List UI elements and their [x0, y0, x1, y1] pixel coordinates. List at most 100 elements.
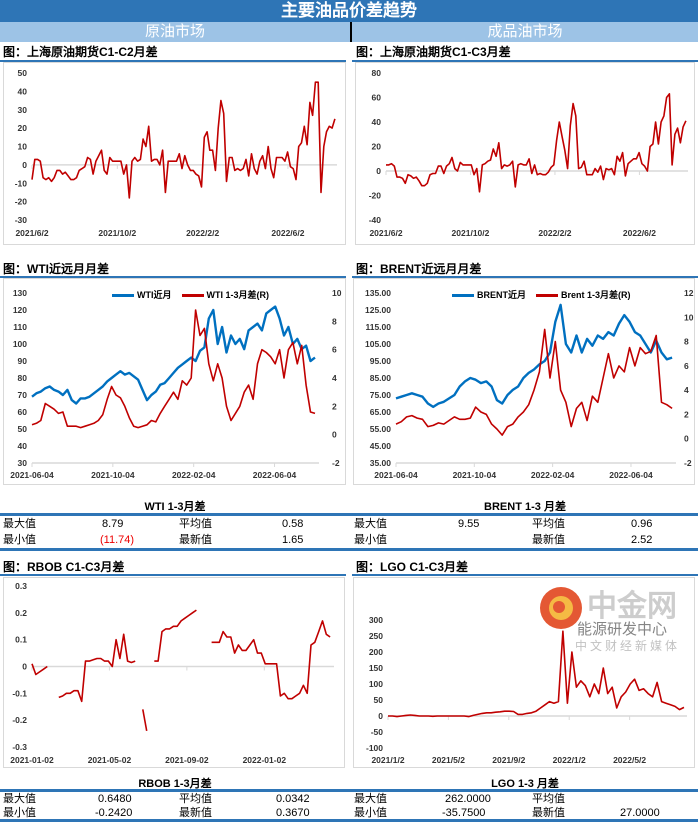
y2-tick-label: 8 — [332, 316, 337, 326]
y-tick-label: 20 — [18, 123, 28, 133]
stat-label: 最小值 — [3, 807, 36, 819]
stat-label: 平均值 — [179, 518, 212, 530]
x-tick-label: 2021/10/2 — [98, 228, 136, 238]
y-tick-label: 100 — [369, 679, 383, 689]
series-line-0 — [386, 92, 687, 193]
y-tick-label: 125.00 — [365, 305, 391, 315]
y-tick-label: 50 — [18, 68, 28, 78]
stat-label: 最新值 — [179, 807, 212, 819]
y-tick-label: 80 — [372, 68, 382, 78]
series-line-0 — [154, 609, 197, 662]
x-tick-label: 2021-06-04 — [374, 470, 418, 480]
stat-value-latest: 27.0000 — [620, 807, 660, 819]
chart-title-lgo: 图：LGO C1-C3月差 — [356, 560, 469, 574]
x-tick-label: 2022-06-04 — [609, 470, 653, 480]
y2-tick-label: 10 — [684, 312, 694, 322]
chart-sc-c1c2: 2021/6/2 2021/10/2 2022/2/2 2022/6/2 -30 -20 -… — [3, 62, 346, 245]
y-tick-label: 0 — [378, 711, 383, 721]
y-tick-label: 20 — [372, 142, 382, 152]
x-tick-label: 2022/2/2 — [186, 228, 219, 238]
y-tick-label: 0 — [22, 662, 27, 672]
divider — [0, 789, 698, 792]
legend-item-wti-front: WTI近月 — [112, 288, 172, 301]
series-line-0 — [58, 633, 136, 703]
chart-svg: 2021-01-02 2021-05-02 2021-09-02 2022-01-02… — [10, 581, 334, 765]
stat-value-max: 8.79 — [102, 518, 124, 530]
y2-tick-label: 10 — [332, 288, 342, 298]
chart-svg: 2021-06-04 2021-10-04 2022-02-04 2022-06-04… — [365, 288, 694, 480]
y2-tick-label: 6 — [332, 345, 337, 355]
stat-label: 最小值 — [3, 534, 36, 546]
series-line-0 — [211, 620, 331, 700]
stat-label: 最大值 — [354, 793, 387, 805]
y-tick-label: 30 — [18, 105, 28, 115]
chart-sc-c1c3: 2021/6/2 2021/10/2 2022/2/2 2022/6/2 -40 -20 0… — [355, 62, 695, 245]
legend-item-wti-spread: WTI 1-3月差(R) — [181, 288, 269, 301]
series-line-0 — [142, 709, 148, 732]
chart-title-brent: 图：BRENT近远月月差 — [356, 262, 482, 276]
chart-legend: BRENT近月 Brent 1-3月差(R) — [452, 288, 631, 301]
chart-title-wti: 图：WTI近远月月差 — [3, 262, 109, 276]
y-tick-label: -20 — [15, 197, 28, 207]
stat-value-min: -35.7500 — [442, 807, 486, 819]
y-tick-label: 35.00 — [370, 458, 392, 468]
y2-tick-label: 6 — [684, 361, 689, 371]
y-tick-label: 0.2 — [15, 608, 27, 618]
stat-label: 平均值 — [179, 793, 212, 805]
y2-tick-label: 8 — [684, 337, 689, 347]
stat-label: 最新值 — [532, 534, 565, 546]
chart-title-sc-c1c3: 图：上海原油期货C1-C3月差 — [356, 45, 511, 59]
x-tick-label: 2021/9/2 — [492, 755, 525, 765]
x-tick-label: 2022-01-02 — [243, 755, 287, 765]
y2-tick-label: 4 — [684, 385, 689, 395]
divider — [352, 60, 698, 62]
x-tick-label: 2021-06-04 — [10, 470, 54, 480]
divider — [352, 276, 698, 278]
y-tick-label: 10 — [18, 142, 28, 152]
stat-label: 平均值 — [532, 793, 565, 805]
y-tick-label: -50 — [371, 727, 384, 737]
y-tick-label: 40 — [372, 117, 382, 127]
stat-label: 最小值 — [354, 807, 387, 819]
chart-wti: 2021-06-04 2021-10-04 2022-02-04 2022-06-04… — [3, 278, 346, 485]
y-tick-label: 300 — [369, 615, 383, 625]
x-tick-label: 2021/10/2 — [452, 228, 490, 238]
x-tick-label: 2022/6/2 — [271, 228, 304, 238]
y-tick-label: 75.00 — [370, 390, 392, 400]
x-tick-label: 2021-10-04 — [453, 470, 497, 480]
stat-label: 最新值 — [532, 807, 565, 819]
y-tick-label: 50 — [18, 424, 28, 434]
y-tick-label: -100 — [366, 743, 383, 753]
stat-value-min: (11.74) — [100, 534, 135, 546]
series-line-0 — [31, 81, 336, 199]
y2-tick-label: -2 — [684, 458, 692, 468]
y-tick-label: 40 — [18, 86, 28, 96]
stat-value-max: 262.0000 — [445, 793, 491, 805]
y-tick-label: 135.00 — [365, 288, 391, 298]
y-tick-label: 115.00 — [365, 322, 391, 332]
section-crude-oil: 原油市场 — [0, 22, 352, 42]
y2-tick-label: -2 — [332, 458, 340, 468]
chart-legend: WTI近月 WTI 1-3月差(R) — [112, 288, 269, 301]
x-tick-label: 2021-09-02 — [165, 755, 209, 765]
y-tick-label: 85.00 — [370, 373, 392, 383]
x-tick-label: 2021/6/2 — [369, 228, 402, 238]
x-tick-label: 2021/1/2 — [371, 755, 404, 765]
x-tick-label: 2022/5/2 — [613, 755, 646, 765]
stat-value-latest: 2.52 — [631, 534, 653, 546]
chart-svg: 2021/6/2 2021/10/2 2022/2/2 2022/6/2 -30 -20 -… — [15, 68, 337, 238]
stats-title-brent: BRENT 1-3 月差 — [484, 501, 566, 513]
x-tick-label: 2022-02-04 — [531, 470, 575, 480]
y-tick-label: 70 — [18, 390, 28, 400]
y-tick-label: 0 — [376, 166, 381, 176]
y-tick-label: 90 — [18, 356, 28, 366]
y-tick-label: 200 — [369, 647, 383, 657]
divider — [0, 548, 698, 551]
stat-value-avg: 0.58 — [282, 518, 304, 530]
divider — [0, 513, 698, 516]
divider — [0, 819, 698, 822]
series-line-0 — [31, 663, 48, 676]
stat-value-avg: 0.96 — [631, 518, 653, 530]
legend-item-brent-spread: Brent 1-3月差(R) — [536, 288, 631, 301]
stat-label: 最小值 — [354, 534, 387, 546]
